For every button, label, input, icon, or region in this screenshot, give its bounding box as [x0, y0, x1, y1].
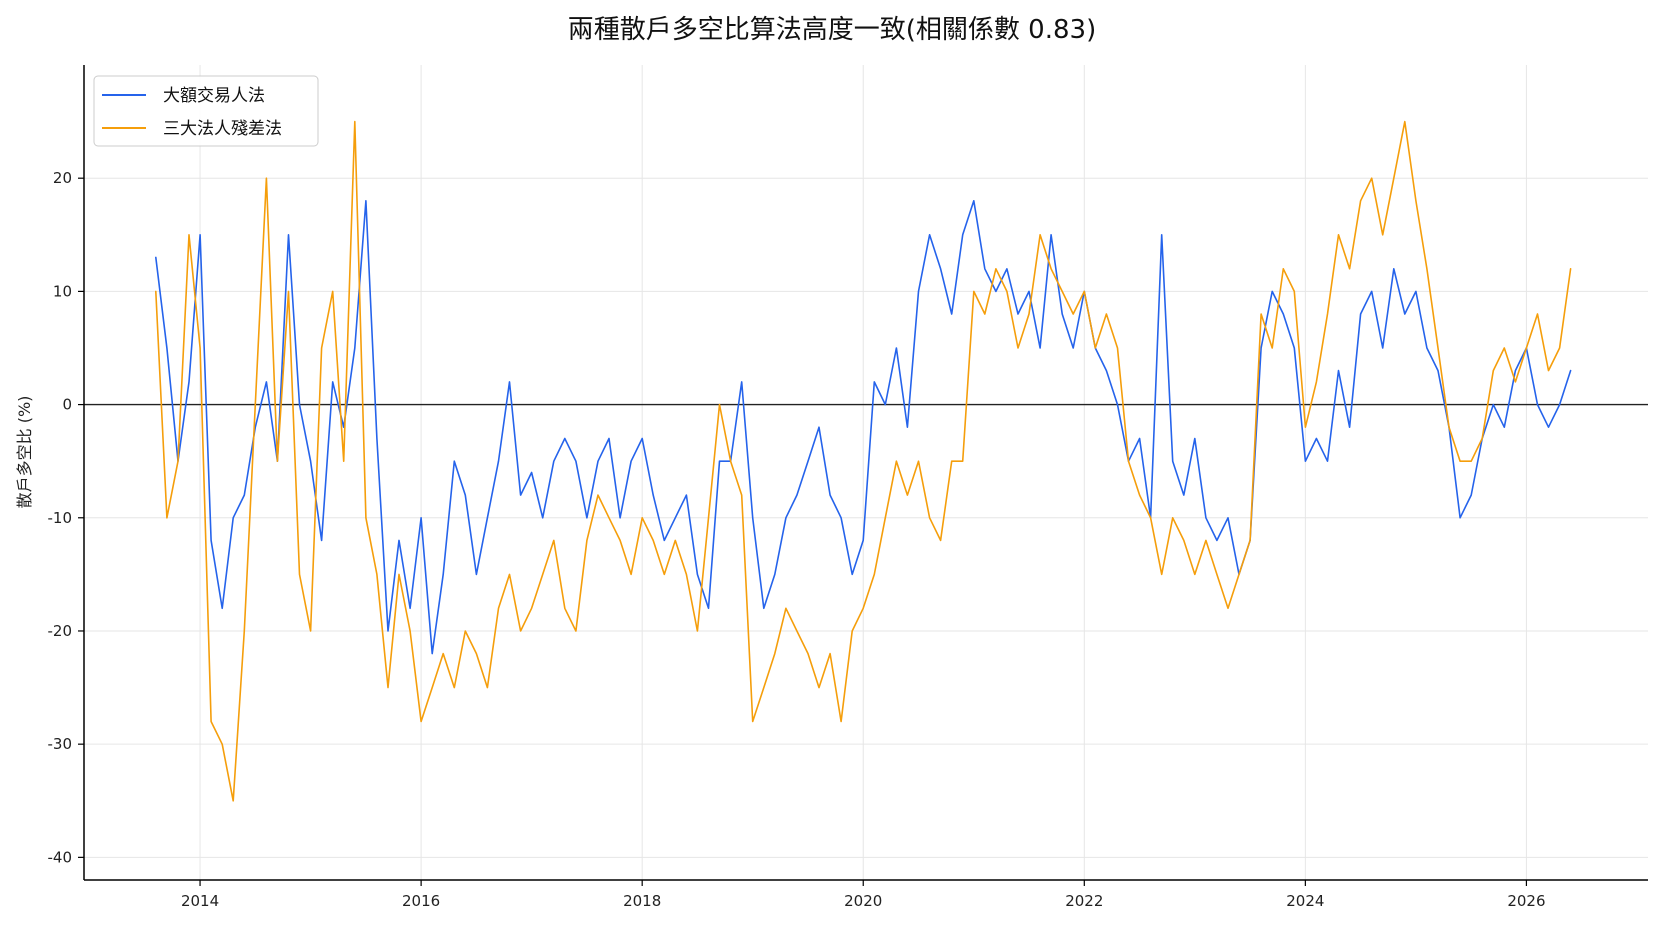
- y-tick-label: -40: [48, 848, 73, 866]
- x-tick-label: 2022: [1065, 892, 1103, 910]
- y-axis-label: 散戶多空比 (%): [15, 396, 34, 509]
- legend-label-residual: 三大法人殘差法: [163, 119, 282, 139]
- chart-title: 兩種散戶多空比算法高度一致(相關係數 0.83): [568, 15, 1096, 45]
- y-tick-label: 0: [62, 396, 72, 414]
- y-tick-label: -10: [48, 509, 73, 527]
- y-ticks: -40 -30 -20 -10 0 10 20: [48, 169, 84, 866]
- legend-box: [93, 75, 319, 147]
- x-tick-label: 2026: [1507, 892, 1545, 910]
- x-ticks: 2014 2016 2018 2020 2022 2024 2026: [181, 880, 1546, 910]
- y-tick-label: 20: [53, 169, 72, 187]
- legend-label-large-trader: 大額交易人法: [163, 86, 265, 106]
- series-layer: [155, 120, 1572, 802]
- x-tick-label: 2018: [623, 892, 661, 910]
- legend: 大額交易人法 三大法人殘差法: [93, 75, 319, 147]
- series-line-large-trader: [155, 200, 1572, 655]
- y-tick-label: -20: [48, 622, 73, 640]
- series-line-residual: [155, 120, 1572, 802]
- x-tick-label: 2020: [844, 892, 882, 910]
- y-tick-label: 10: [53, 282, 72, 300]
- x-tick-label: 2014: [181, 892, 219, 910]
- y-tick-label: -30: [48, 735, 73, 753]
- x-tick-label: 2016: [402, 892, 440, 910]
- x-tick-label: 2024: [1286, 892, 1324, 910]
